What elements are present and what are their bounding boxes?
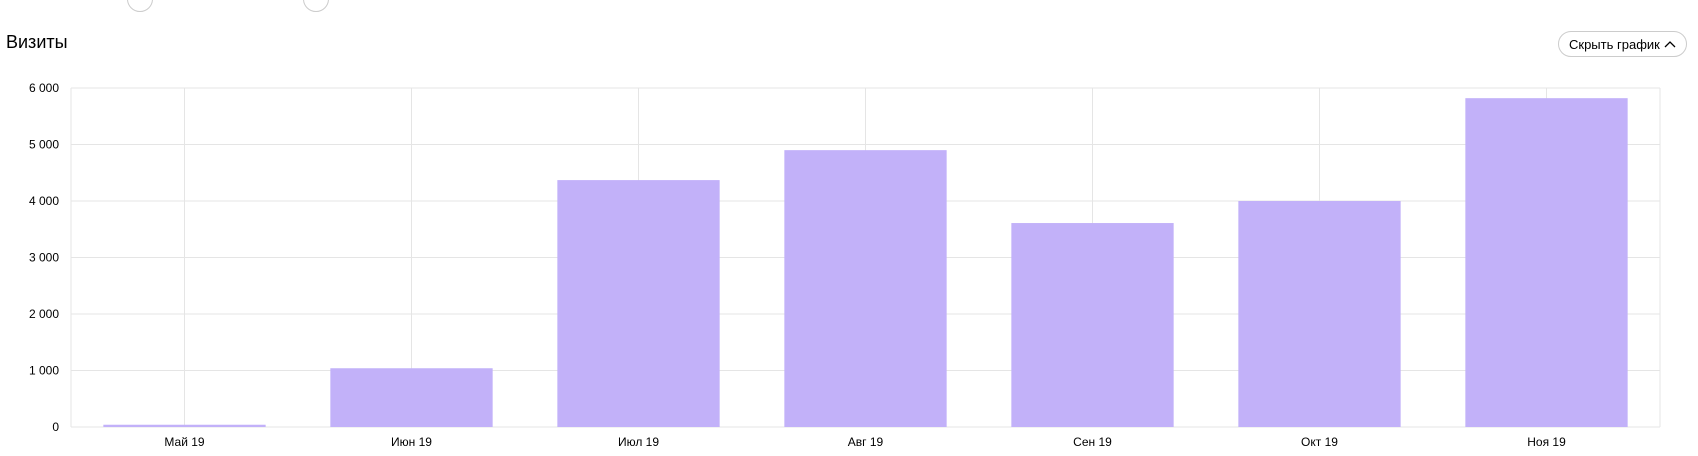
y-tick-label: 1 000 <box>29 364 59 378</box>
y-tick-label: 6 000 <box>29 81 59 95</box>
chevron-up-icon <box>1664 41 1676 48</box>
hide-chart-label: Скрыть график <box>1569 36 1660 52</box>
x-tick-label: Авг 19 <box>848 435 884 449</box>
x-tick-label: Окт 19 <box>1301 435 1338 449</box>
x-tick-label: Май 19 <box>164 435 205 449</box>
bar <box>103 424 266 427</box>
chart-title: Визиты <box>6 32 68 52</box>
bar <box>1238 201 1401 427</box>
x-tick-label: Сен 19 <box>1073 435 1112 449</box>
y-tick-label: 0 <box>52 420 59 434</box>
bar <box>784 150 947 427</box>
y-tick-label: 5 000 <box>29 138 59 152</box>
bar <box>330 368 493 427</box>
bar <box>1465 98 1628 428</box>
x-tick-label: Июл 19 <box>618 435 659 449</box>
hide-chart-button[interactable]: Скрыть график <box>1558 31 1687 57</box>
x-tick-label: Ноя 19 <box>1527 435 1566 449</box>
y-tick-label: 3 000 <box>29 251 59 265</box>
bar <box>557 180 720 427</box>
y-tick-label: 2 000 <box>29 307 59 321</box>
x-tick-label: Июн 19 <box>391 435 432 449</box>
y-tick-label: 4 000 <box>29 194 59 208</box>
bar <box>1011 223 1174 427</box>
